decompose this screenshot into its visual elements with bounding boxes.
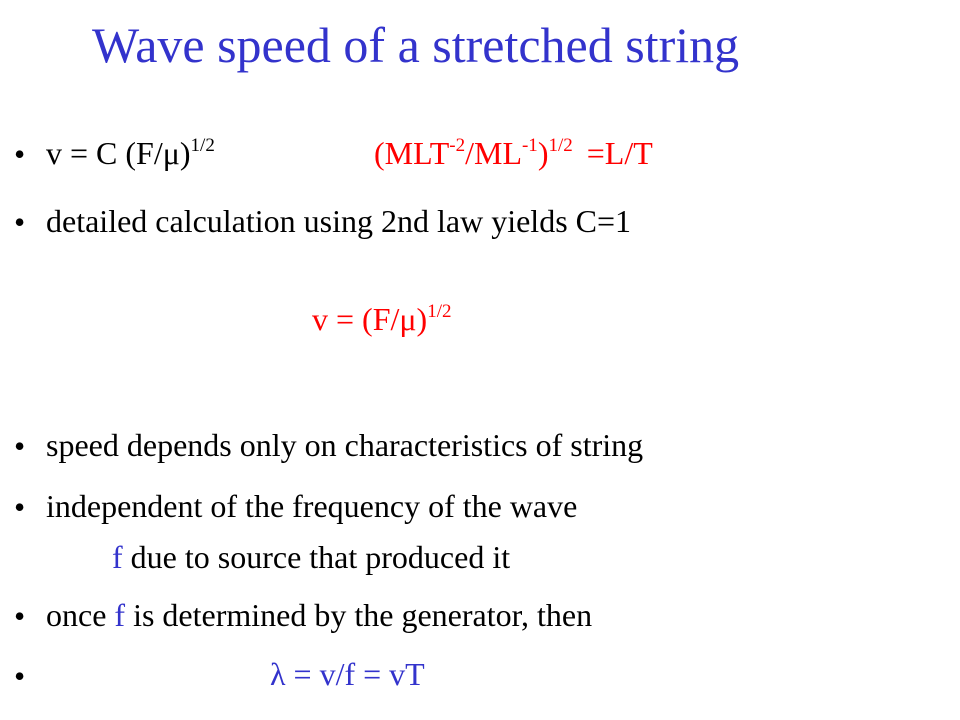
bullet-text: independent of the frequency of the wave [46, 488, 578, 524]
bullet-dot: • [14, 204, 26, 240]
frequency-symbol: f [112, 539, 123, 575]
bullet-dot: • [14, 428, 26, 464]
bullet-dot: • [14, 658, 26, 694]
bullet-dot: • [14, 598, 26, 634]
bullet-dot: • [14, 136, 26, 172]
speed-formula: v = C (F/μ)1/2 [46, 135, 215, 171]
bullet-text: once f is determined by the generator, t… [46, 597, 593, 633]
slide-title: Wave speed of a stretched string [92, 17, 740, 73]
bullet-text: detailed calculation using 2nd law yield… [46, 203, 632, 239]
bullet-text: speed depends only on characteristics of… [46, 427, 644, 463]
bullet-dot: • [14, 489, 26, 525]
speed-formula-centered: v = (F/μ)1/2 [312, 301, 452, 337]
wavelength-formula: λ = v/f = vT [270, 656, 425, 692]
dimensional-analysis: (MLT-2/ML-1)1/2 =L/T [374, 135, 653, 171]
frequency-symbol: f [114, 597, 126, 633]
bullet-text-continuation: f due to source that produced it [112, 539, 511, 575]
